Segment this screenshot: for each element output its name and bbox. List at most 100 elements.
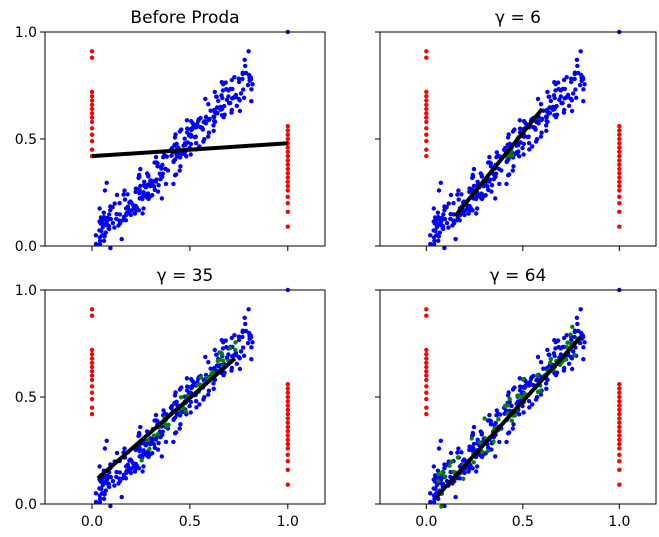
cloud-point xyxy=(153,412,159,418)
cloud-point xyxy=(184,130,190,135)
selected-point xyxy=(509,418,514,423)
cloud-point xyxy=(487,412,492,418)
cloud-point xyxy=(249,87,254,92)
cloud-point xyxy=(119,494,124,500)
cloud-point xyxy=(249,99,254,104)
cloud-point xyxy=(435,210,441,215)
cloud-point xyxy=(517,126,523,131)
cloud-point xyxy=(93,241,99,247)
cloud-point xyxy=(582,82,587,87)
cloud-point xyxy=(119,236,124,242)
cloud-point xyxy=(190,384,195,390)
cloud-point xyxy=(189,119,194,124)
cloud-point xyxy=(517,154,522,159)
left-column-point xyxy=(424,405,429,410)
cloud-point xyxy=(212,347,217,353)
cloud-point xyxy=(505,142,510,147)
cloud-point xyxy=(97,238,103,244)
selected-point xyxy=(145,438,151,443)
cloud-point xyxy=(486,445,491,450)
cloud-point xyxy=(229,110,234,115)
left-column-point xyxy=(89,55,95,60)
cloud-point xyxy=(188,152,193,157)
left-column-point xyxy=(89,347,95,353)
cloud-point xyxy=(104,222,109,228)
cloud-point xyxy=(100,483,105,488)
cloud-point xyxy=(560,86,565,92)
selected-point xyxy=(570,324,575,329)
cloud-point xyxy=(436,188,442,193)
cloud-point xyxy=(108,503,113,509)
cloud-point xyxy=(163,166,168,171)
selected-point xyxy=(155,432,160,437)
cloud-point xyxy=(553,82,558,87)
cloud-point xyxy=(457,218,462,223)
selected-point xyxy=(227,345,233,351)
cloud-point xyxy=(185,384,190,389)
cloud-point xyxy=(457,476,462,481)
left-column-point xyxy=(424,106,429,112)
selected-point xyxy=(505,403,510,408)
right-column-point xyxy=(617,136,622,142)
right-column-point xyxy=(285,420,290,425)
left-column-point xyxy=(424,94,429,99)
cloud-point xyxy=(152,187,157,192)
left-column-point xyxy=(424,49,429,54)
cloud-point xyxy=(569,108,575,114)
left-column-point xyxy=(89,405,95,410)
cloud-point xyxy=(238,349,244,354)
selected-point xyxy=(496,417,501,422)
cloud-point xyxy=(529,375,534,380)
cloud-point xyxy=(569,79,574,85)
cloud-point xyxy=(97,496,103,502)
x-tick-label: 1.0 xyxy=(277,514,299,530)
cloud-point xyxy=(557,97,562,103)
cloud-point xyxy=(107,212,112,217)
cloud-point xyxy=(122,197,128,202)
left-column-point xyxy=(424,411,429,417)
right-column-point xyxy=(285,183,290,189)
right-column-point xyxy=(285,394,290,400)
cloud-point xyxy=(561,77,567,83)
panel-3: 0.0 0.5 1.0 0.0 0.5 1.0 γ = 35 xyxy=(15,266,326,530)
cloud-point xyxy=(535,119,540,124)
left-column-point xyxy=(89,411,95,417)
y-tick-label: 1.0 xyxy=(15,283,37,299)
cloud-point xyxy=(466,469,471,474)
cloud-point xyxy=(485,184,490,189)
cloud-point xyxy=(194,399,199,404)
selected-point xyxy=(440,469,445,475)
cloud-point xyxy=(504,181,509,187)
cloud-point xyxy=(206,388,212,393)
cloud-point xyxy=(201,139,206,144)
cloud-point xyxy=(206,134,211,139)
cloud-point xyxy=(243,63,248,69)
cloud-point xyxy=(241,95,247,101)
selected-point xyxy=(512,413,518,418)
cloud-point xyxy=(224,87,229,92)
cloud-point xyxy=(177,413,183,418)
cloud-point xyxy=(117,200,122,206)
cloud-point xyxy=(438,438,443,443)
left-column-point xyxy=(89,384,95,389)
left-column-point xyxy=(89,126,95,131)
cloud-point xyxy=(100,225,105,230)
left-column-point xyxy=(424,356,429,361)
cloud-point xyxy=(436,238,441,243)
left-column-point xyxy=(89,102,95,108)
right-column-point xyxy=(617,482,622,487)
cloud-point xyxy=(160,432,165,437)
cloud-point xyxy=(227,101,232,106)
left-column-point xyxy=(424,369,429,374)
right-column-point xyxy=(617,452,622,457)
cloud-point xyxy=(128,457,133,462)
right-column-point xyxy=(617,446,622,451)
cloud-point xyxy=(212,109,217,115)
cloud-point xyxy=(470,175,475,181)
x-tick-label: 0.0 xyxy=(415,514,437,530)
cloud-point xyxy=(431,242,437,247)
selected-point xyxy=(219,352,225,357)
cloud-point xyxy=(139,195,144,201)
selected-point xyxy=(195,382,200,388)
cloud-point xyxy=(101,210,107,215)
